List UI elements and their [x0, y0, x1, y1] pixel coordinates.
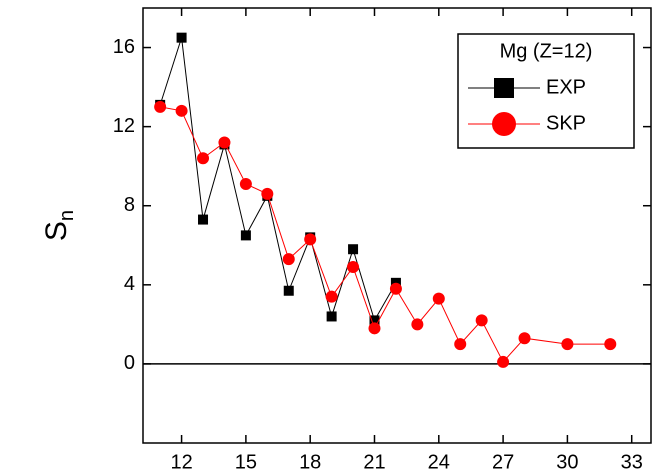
y-axis-label: Sn — [40, 210, 78, 241]
marker — [475, 314, 488, 327]
x-tick-label: 21 — [363, 451, 385, 473]
x-tick-label: 30 — [556, 451, 578, 473]
x-tick-label: 24 — [428, 451, 450, 473]
legend-label: EXP — [546, 76, 586, 98]
marker — [368, 322, 381, 335]
marker — [304, 233, 317, 246]
marker — [197, 152, 210, 165]
marker — [218, 136, 231, 149]
marker — [239, 177, 252, 190]
marker — [154, 100, 167, 113]
y-tick-label: 0 — [124, 352, 135, 374]
marker — [561, 338, 574, 351]
marker — [454, 338, 467, 351]
marker — [176, 32, 187, 43]
marker — [411, 318, 424, 331]
x-tick-label: 33 — [621, 451, 643, 473]
x-tick-label: 15 — [235, 451, 257, 473]
y-tick-label: 4 — [124, 273, 135, 295]
marker — [325, 290, 338, 303]
marker — [283, 285, 294, 296]
legend-label: SKP — [546, 112, 586, 134]
marker — [326, 311, 337, 322]
marker — [497, 355, 510, 368]
marker — [604, 338, 617, 351]
marker — [175, 104, 188, 117]
y-axis-label-sub: n — [56, 210, 78, 221]
legend-marker — [492, 112, 516, 136]
legend-box — [457, 33, 635, 149]
plot-frame — [142, 7, 652, 444]
y-tick-label: 8 — [124, 194, 135, 216]
x-tick-label: 27 — [492, 451, 514, 473]
marker — [347, 261, 360, 274]
y-axis-label-main: S — [40, 221, 73, 241]
marker — [282, 253, 295, 266]
marker — [369, 315, 380, 326]
y-tick-label: 16 — [113, 36, 135, 58]
marker — [348, 244, 359, 255]
marker — [261, 187, 274, 200]
marker — [240, 230, 251, 241]
legend-marker — [494, 78, 514, 98]
marker — [198, 214, 209, 225]
x-tick-label: 18 — [299, 451, 321, 473]
x-tick-label: 12 — [170, 451, 192, 473]
y-tick-label: 12 — [113, 115, 135, 137]
marker — [432, 292, 445, 305]
series-line — [159, 37, 397, 322]
marker — [518, 332, 531, 345]
series-line — [160, 106, 611, 363]
legend-title: Mg (Z=12) — [500, 40, 593, 62]
marker — [389, 282, 402, 295]
